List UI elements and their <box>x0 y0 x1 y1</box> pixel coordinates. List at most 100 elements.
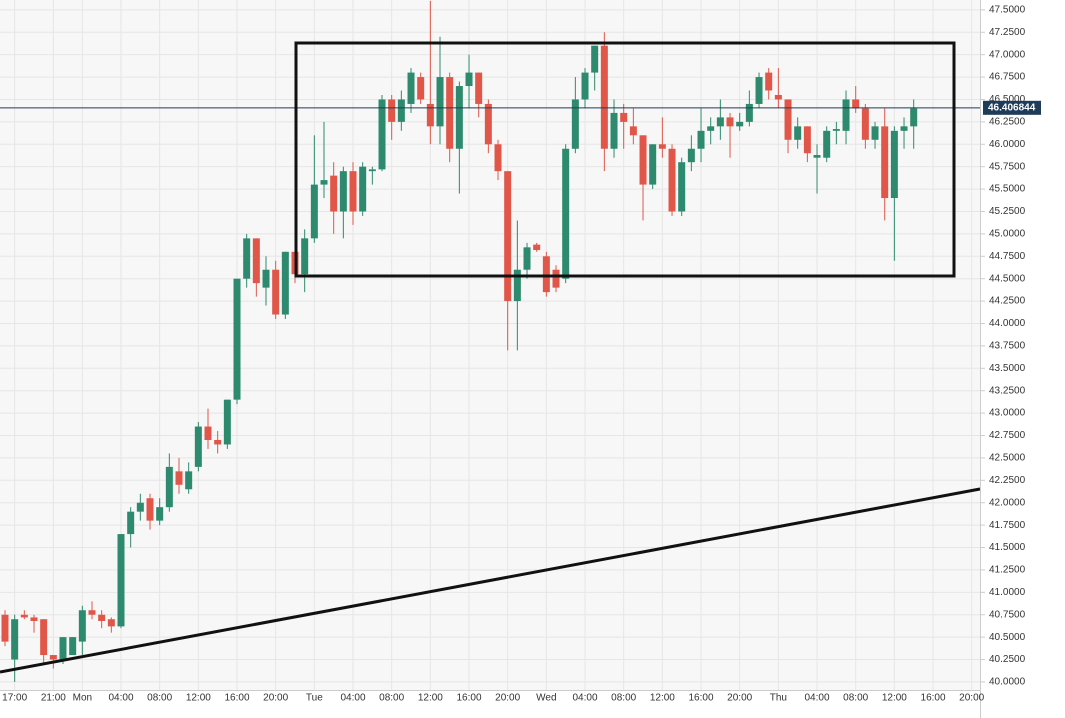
candle-body <box>523 247 531 270</box>
x-tick-label: 08:00 <box>843 693 868 704</box>
candle-body <box>426 103 434 127</box>
x-tick-label: Wed <box>536 693 556 704</box>
candle-body <box>832 129 840 131</box>
candle-body <box>272 269 280 315</box>
y-tick-label: 40.5000 <box>989 632 1026 643</box>
candle-body <box>175 471 183 485</box>
y-tick-label: 46.5000 <box>989 94 1026 105</box>
y-tick-label: 40.2500 <box>989 654 1026 665</box>
candle-body <box>88 610 96 615</box>
y-tick-label: 45.7500 <box>989 161 1026 172</box>
y-tick-label: 46.0000 <box>989 139 1026 150</box>
candle-body <box>533 244 541 251</box>
candle-body <box>107 619 115 627</box>
candle-body <box>204 426 212 440</box>
y-tick-label: 40.7500 <box>989 609 1026 620</box>
candle-body <box>407 72 415 104</box>
range-box <box>294 41 956 278</box>
candle-body <box>629 126 637 136</box>
candle-body <box>658 144 666 149</box>
y-tick-label: 46.2500 <box>989 117 1026 128</box>
candle-body <box>871 126 879 140</box>
x-tick-label: 04:00 <box>805 693 830 704</box>
candle-body <box>484 103 492 145</box>
x-tick-label: 20:00 <box>959 693 984 704</box>
candle-body <box>784 99 792 140</box>
candle-body <box>1 614 9 642</box>
candle-body <box>378 99 386 170</box>
x-tick-label: 08:00 <box>379 693 404 704</box>
candle-body <box>774 94 782 100</box>
candle-body <box>581 72 589 100</box>
y-tick-label: 42.0000 <box>989 497 1026 508</box>
candle-body <box>78 610 86 642</box>
drawings <box>0 41 981 674</box>
x-tick-label: 12:00 <box>186 693 211 704</box>
y-tick-label: 40.0000 <box>989 677 1026 688</box>
candle-body <box>716 117 724 127</box>
plot-background <box>0 0 980 690</box>
y-tick-label: 42.7500 <box>989 430 1026 441</box>
candle-body <box>736 121 744 127</box>
y-tick-label: 47.0000 <box>989 49 1026 60</box>
candle-body <box>678 162 686 212</box>
x-tick-label: 17:00 <box>2 693 27 704</box>
candle-body <box>552 269 560 288</box>
x-tick-label: 04:00 <box>573 693 598 704</box>
candle-body <box>726 117 734 127</box>
y-tick-label: 44.0000 <box>989 318 1026 329</box>
candle-body <box>465 72 473 87</box>
candle-body <box>562 148 570 279</box>
candle-body <box>330 175 338 212</box>
candle-body <box>542 256 550 293</box>
y-tick-label: 45.5000 <box>989 184 1026 195</box>
candle-body <box>475 72 483 104</box>
candle-body <box>620 112 628 122</box>
y-tick-label: 44.2500 <box>989 296 1026 307</box>
candle-body <box>49 655 57 660</box>
candle-body <box>388 99 396 122</box>
candle-body <box>513 269 521 302</box>
candle-body <box>668 148 676 212</box>
candle-body <box>397 99 405 122</box>
candle-body <box>214 439 222 445</box>
candle-body <box>368 169 376 172</box>
x-tick-label: 21:00 <box>41 693 66 704</box>
y-tick-label: 41.7500 <box>989 520 1026 531</box>
candle-body <box>30 617 38 621</box>
candle-body <box>127 511 135 535</box>
candle-body <box>20 614 28 618</box>
candle-body <box>755 77 763 104</box>
candle-body <box>745 103 753 122</box>
x-tick-label: 12:00 <box>650 693 675 704</box>
candle-body <box>156 507 164 521</box>
candle-body <box>185 471 193 490</box>
candle-body <box>900 126 908 131</box>
candle-body <box>765 72 773 91</box>
candle-body <box>262 269 270 288</box>
candle-body <box>861 108 869 140</box>
y-tick-label: 46.7500 <box>989 72 1026 83</box>
candle-body <box>881 126 889 199</box>
candle-body <box>455 86 463 149</box>
candle-body <box>281 251 289 315</box>
candle-body <box>842 99 850 131</box>
candle-body <box>813 155 821 158</box>
candle-body <box>687 148 695 163</box>
candle-body <box>194 426 202 467</box>
candle-body <box>910 108 918 127</box>
y-tick-label: 47.2500 <box>989 27 1026 38</box>
candle-body <box>69 637 77 656</box>
candle-body <box>165 466 173 508</box>
x-tick-label: 08:00 <box>147 693 172 704</box>
candle-body <box>349 171 357 212</box>
candle-body <box>417 77 425 100</box>
candle-body <box>339 171 347 212</box>
candle-body <box>40 619 48 656</box>
y-tick-label: 41.5000 <box>989 542 1026 553</box>
candle-body <box>600 45 608 149</box>
candle-body <box>803 126 811 154</box>
x-tick-label: 12:00 <box>418 693 443 704</box>
candle-body <box>610 112 618 149</box>
